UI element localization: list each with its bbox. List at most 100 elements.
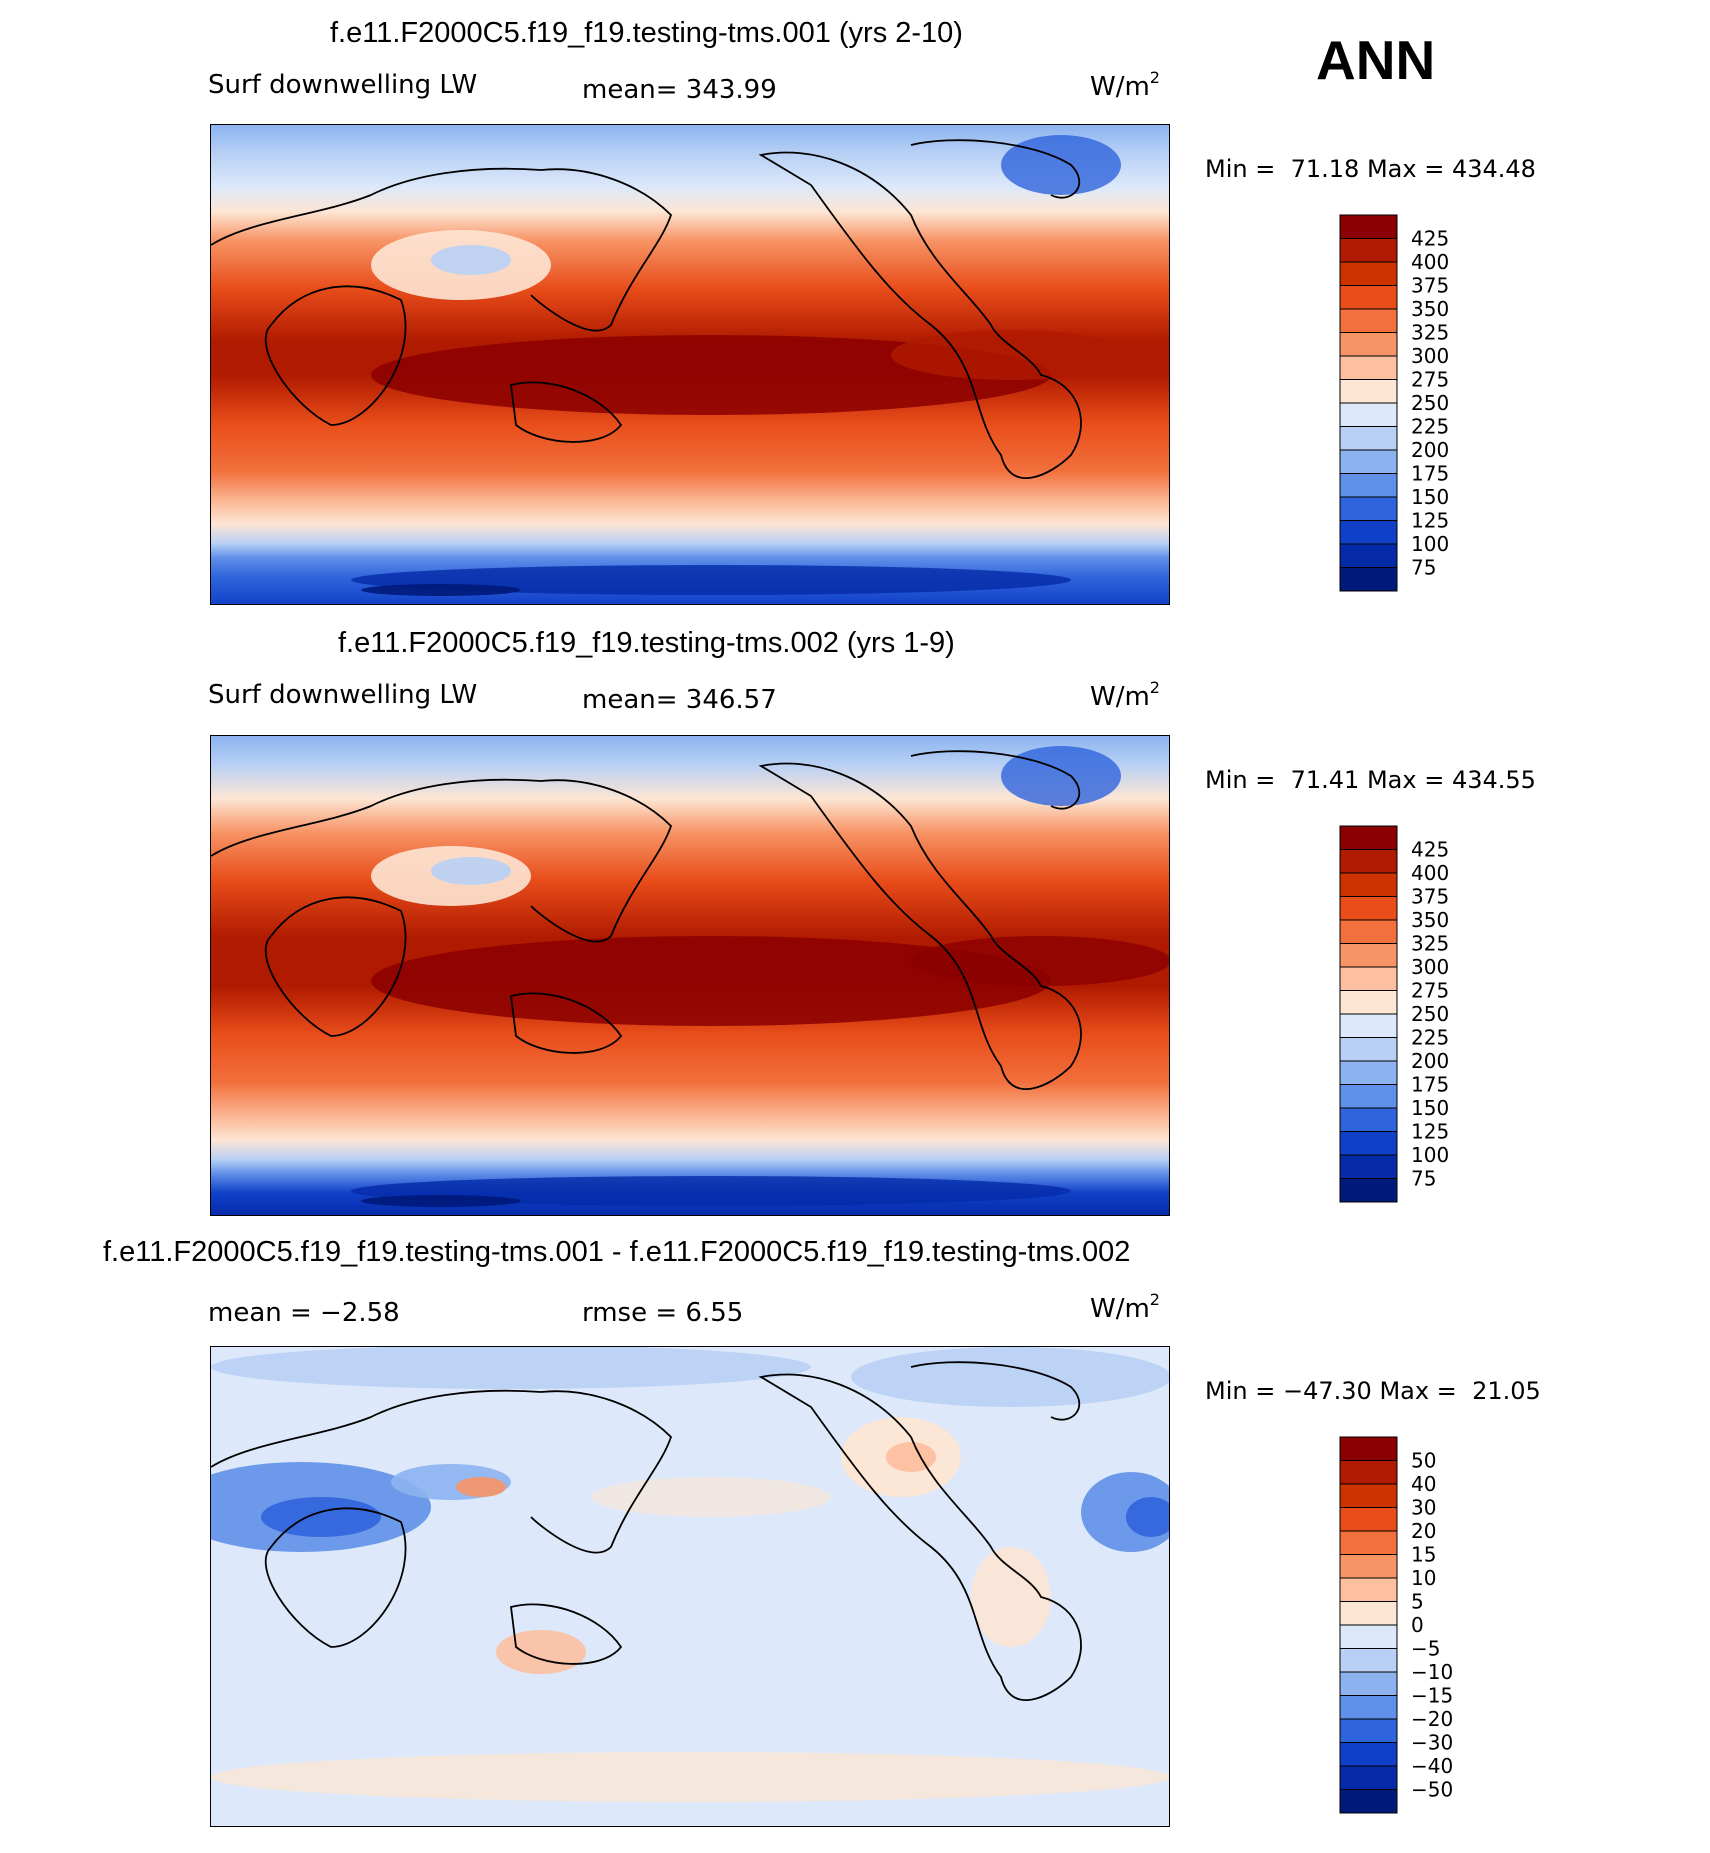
panel2-title: f.e11.F2000C5.f19_f19.testing-tms.002 (y… xyxy=(338,627,955,659)
panel2-units: W/m2 xyxy=(1090,678,1160,712)
panel1-units: W/m2 xyxy=(1090,68,1160,102)
colorbar-tick-label: 350 xyxy=(1411,297,1449,321)
colorbar-swatch xyxy=(1339,1060,1398,1085)
colorbar-swatch xyxy=(1339,520,1398,545)
colorbar-swatch xyxy=(1339,567,1398,592)
colorbar-tick-label: 325 xyxy=(1411,932,1449,956)
colorbar-swatch xyxy=(1339,966,1398,991)
colorbar-tick-label: 125 xyxy=(1411,509,1449,533)
colorbar-tick-label: −10 xyxy=(1411,1660,1453,1684)
colorbar-tick-label: 300 xyxy=(1411,955,1449,979)
colorbar-tick-label: 125 xyxy=(1411,1120,1449,1144)
panel2-map xyxy=(210,735,1170,1216)
colorbar-tick-label: 40 xyxy=(1411,1472,1436,1496)
panel1-mean-label: mean= 343.99 xyxy=(582,75,777,105)
colorbar-swatch xyxy=(1339,1718,1398,1743)
colorbar-swatch xyxy=(1339,379,1398,404)
panel3-rmse-label: rmse = 6.55 xyxy=(582,1298,744,1328)
panel3-minmax: Min = −47.30 Max = 21.05 xyxy=(1205,1377,1541,1405)
colorbar-swatch xyxy=(1339,1648,1398,1673)
colorbar-swatch xyxy=(1339,1765,1398,1790)
colorbar-swatch xyxy=(1339,919,1398,944)
colorbar-tick-label: −30 xyxy=(1411,1731,1453,1755)
colorbar-swatch xyxy=(1339,1695,1398,1720)
colorbar-tick-label: 175 xyxy=(1411,462,1449,486)
colorbar-tick-label: 200 xyxy=(1411,1049,1449,1073)
panel2-colorbar-svg: 4254003753503253002752502252001751501251… xyxy=(1339,825,1449,1203)
colorbar-swatch xyxy=(1339,1577,1398,1602)
panel2-colorbar: 425 400 375 350 325 300 275 250 225 200 175 150 125 1… xyxy=(1339,825,1449,1211)
colorbar-swatch xyxy=(1339,543,1398,568)
colorbar-tick-label: 75 xyxy=(1411,556,1436,580)
colorbar-swatch xyxy=(1339,1107,1398,1132)
colorbar-swatch xyxy=(1339,496,1398,521)
colorbar-tick-label: 20 xyxy=(1411,1519,1436,1543)
colorbar-swatch xyxy=(1339,1554,1398,1579)
colorbar-swatch xyxy=(1339,1178,1398,1203)
colorbar-swatch xyxy=(1339,1460,1398,1485)
panel3-colorbar: 50 40 30 20 15 10 5 0 −5 −10 −15 −20 −30 −40 −50 xyxy=(1339,1436,1453,1822)
colorbar-swatch xyxy=(1339,426,1398,451)
colorbar-swatch xyxy=(1339,1624,1398,1649)
colorbar-swatch xyxy=(1339,449,1398,474)
colorbar-swatch xyxy=(1339,1601,1398,1626)
colorbar-swatch xyxy=(1339,332,1398,357)
colorbar-tick-label: 350 xyxy=(1411,908,1449,932)
colorbar-swatch xyxy=(1339,943,1398,968)
colorbar-tick-label: 250 xyxy=(1411,391,1449,415)
colorbar-tick-label: 425 xyxy=(1411,838,1449,862)
colorbar-swatch xyxy=(1339,1530,1398,1555)
colorbar-swatch xyxy=(1339,1789,1398,1814)
panel1-variable-label: Surf downwelling LW xyxy=(208,70,478,100)
panel1-colorbar: 425 400 375 350 325 300 275 250 225 200 175 150 125 1… xyxy=(1339,214,1449,600)
colorbar-tick-label: −5 xyxy=(1411,1637,1440,1661)
colorbar-swatch xyxy=(1339,473,1398,498)
colorbar-tick-label: 200 xyxy=(1411,438,1449,462)
panel1-colorbar-svg: 4254003753503253002752502252001751501251… xyxy=(1339,214,1449,592)
colorbar-tick-label: 400 xyxy=(1411,861,1449,885)
panel3-title: f.e11.F2000C5.f19_f19.testing-tms.001 - … xyxy=(103,1236,1131,1268)
colorbar-tick-label: 250 xyxy=(1411,1002,1449,1026)
panel3-mean-label: mean = −2.58 xyxy=(208,1298,400,1328)
colorbar-swatch xyxy=(1339,990,1398,1015)
colorbar-swatch xyxy=(1339,896,1398,921)
colorbar-tick-label: 225 xyxy=(1411,1026,1449,1050)
panel1-map xyxy=(210,124,1170,605)
colorbar-tick-label: 225 xyxy=(1411,415,1449,439)
colorbar-tick-label: 30 xyxy=(1411,1496,1436,1520)
panel2-minmax: Min = 71.41 Max = 434.55 xyxy=(1205,766,1536,794)
panel1-map-canvas xyxy=(211,125,1169,604)
colorbar-swatch xyxy=(1339,1131,1398,1156)
panel3-map xyxy=(210,1346,1170,1827)
colorbar-swatch xyxy=(1339,1436,1398,1461)
colorbar-tick-label: 275 xyxy=(1411,979,1449,1003)
colorbar-swatch xyxy=(1339,1037,1398,1062)
colorbar-swatch xyxy=(1339,355,1398,380)
colorbar-tick-label: −20 xyxy=(1411,1707,1453,1731)
colorbar-tick-label: 75 xyxy=(1411,1167,1436,1191)
colorbar-tick-label: 425 xyxy=(1411,227,1449,251)
colorbar-tick-label: 10 xyxy=(1411,1566,1436,1590)
colorbar-tick-label: 150 xyxy=(1411,485,1449,509)
colorbar-swatch xyxy=(1339,285,1398,310)
colorbar-swatch xyxy=(1339,402,1398,427)
season-label: ANN xyxy=(1316,29,1436,91)
colorbar-swatch xyxy=(1339,825,1398,850)
panel2-mean-label: mean= 346.57 xyxy=(582,685,777,715)
colorbar-swatch xyxy=(1339,1084,1398,1109)
colorbar-swatch xyxy=(1339,1154,1398,1179)
colorbar-swatch xyxy=(1339,1507,1398,1532)
colorbar-tick-label: 5 xyxy=(1411,1590,1424,1614)
colorbar-swatch xyxy=(1339,1742,1398,1767)
panel2-variable-label: Surf downwelling LW xyxy=(208,680,478,710)
colorbar-tick-label: 100 xyxy=(1411,532,1449,556)
panel3-units: W/m2 xyxy=(1090,1290,1160,1324)
colorbar-swatch xyxy=(1339,261,1398,286)
colorbar-swatch xyxy=(1339,308,1398,333)
colorbar-swatch xyxy=(1339,1483,1398,1508)
panel1-title: f.e11.F2000C5.f19_f19.testing-tms.001 (y… xyxy=(330,17,963,49)
colorbar-tick-label: 100 xyxy=(1411,1143,1449,1167)
colorbar-tick-label: 50 xyxy=(1411,1449,1436,1473)
colorbar-swatch xyxy=(1339,214,1398,239)
colorbar-tick-label: −15 xyxy=(1411,1684,1453,1708)
